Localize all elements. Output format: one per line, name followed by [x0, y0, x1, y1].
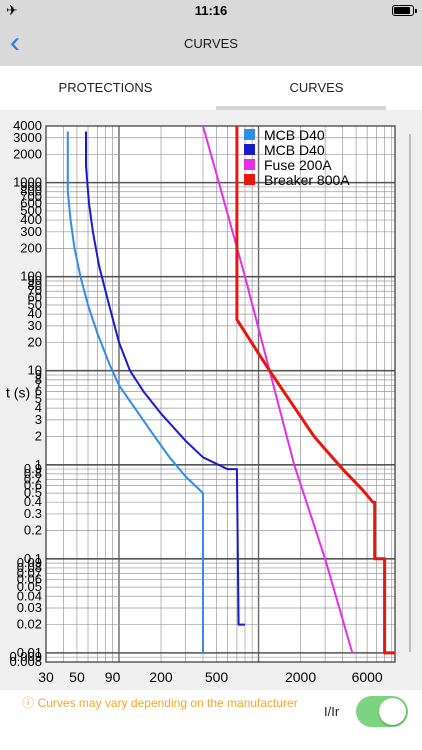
- y-tick-label: 500: [20, 203, 42, 218]
- page-title: CURVES: [184, 36, 238, 51]
- navigation-bar: ‹ CURVES: [0, 22, 422, 66]
- y-tick-label: 0.05: [17, 579, 42, 594]
- legend-swatch: [244, 174, 255, 185]
- y-tick-label: 6: [35, 384, 42, 399]
- legend-swatch: [244, 129, 255, 140]
- footer-bar: ⓘ Curves may vary depending on the manuf…: [0, 690, 422, 750]
- y-tick-label: 0.01: [17, 645, 42, 660]
- series-line: [66, 131, 204, 653]
- y-tick-label: 30: [28, 318, 42, 333]
- y-tick-label: 0.8: [24, 466, 42, 481]
- x-tick-label: 50: [69, 669, 85, 685]
- y-tick-label: 3000: [13, 130, 42, 145]
- y-tick-label: 0.03: [17, 600, 42, 615]
- y-tick-label: 0.008: [9, 654, 42, 669]
- series-line: [235, 126, 395, 655]
- tab-bar: PROTECTIONS CURVES: [0, 66, 422, 110]
- y-tick-label: 8: [35, 372, 42, 387]
- x-tick-label: 90: [105, 669, 121, 685]
- airplane-mode-icon: ✈: [6, 2, 18, 18]
- x-tick-label: 500: [205, 669, 229, 685]
- manufacturer-note: ⓘ Curves may vary depending on the manuf…: [22, 696, 298, 710]
- i-ir-toggle[interactable]: [356, 696, 408, 727]
- plot-background: [46, 126, 395, 662]
- y-tick-label: 60: [28, 290, 42, 305]
- y-tick-label: 100: [20, 269, 42, 284]
- y-tick-label: 50: [28, 297, 42, 312]
- y-tick-label: 400: [20, 212, 42, 227]
- y-tick-label: 1: [35, 457, 42, 472]
- y-tick-label: 20: [28, 334, 42, 349]
- y-tick-label: 0.02: [17, 617, 42, 632]
- status-bar: ✈ 11:16: [0, 0, 422, 22]
- toggle-label: I/Ir: [324, 704, 340, 719]
- y-tick-label: 0.7: [24, 471, 42, 486]
- legend-label: MCB D40: [264, 127, 325, 143]
- y-tick-label: 10: [28, 363, 42, 378]
- series-line: [85, 131, 245, 626]
- legend-label: Fuse 200A: [264, 157, 332, 173]
- tripping-curves-chart: 4000300020001000900800700600500400300200…: [6, 118, 411, 685]
- y-tick-label: 2: [35, 428, 42, 443]
- y-tick-label: 2000: [13, 146, 42, 161]
- legend-swatch: [244, 144, 255, 155]
- chart-container: 4000 3000 2000 1000 900 800 700 600 500 400 300 200…: [0, 110, 422, 690]
- y-tick-label: 0.3: [24, 506, 42, 521]
- status-time: 11:16: [194, 3, 228, 18]
- y-tick-label: 600: [20, 195, 42, 210]
- x-tick-label: 6000: [352, 669, 383, 685]
- legend-label: MCB D40: [264, 142, 325, 158]
- y-tick-label: 1000: [13, 175, 42, 190]
- tab-protections[interactable]: PROTECTIONS: [58, 80, 153, 95]
- battery-icon: [392, 5, 417, 16]
- x-tick-label: 200: [149, 669, 173, 685]
- y-tick-label: 5: [35, 391, 42, 406]
- tab-curves[interactable]: CURVES: [289, 80, 344, 95]
- back-chevron-icon[interactable]: ‹: [10, 26, 20, 59]
- y-tick-label: 0.6: [24, 478, 42, 493]
- y-tick-label: 700: [20, 189, 42, 204]
- y-tick-label: 0.2: [24, 523, 42, 538]
- y-tick-label: 9: [35, 367, 42, 382]
- y-tick-label: 7: [35, 377, 42, 392]
- x-tick-label: 2000: [285, 669, 316, 685]
- y-tick-label: 0.04: [17, 588, 42, 603]
- y-tick-label: 0.06: [17, 572, 42, 587]
- plot-frame: [45, 125, 396, 663]
- y-tick-label: 0.1: [24, 551, 42, 566]
- y-tick-label: 80: [28, 278, 42, 293]
- y-tick-label: 70: [28, 283, 42, 298]
- legend-label: Breaker 800A: [264, 172, 350, 188]
- y-tick-label: 0.09: [17, 555, 42, 570]
- y-tick-label: 3: [35, 412, 42, 427]
- legend-swatch: [244, 159, 255, 170]
- y-tick-label: 0.5: [24, 485, 42, 500]
- y-tick-label: 800: [20, 184, 42, 199]
- y-tick-label: 4: [35, 400, 42, 415]
- y-tick-label: 0.08: [17, 560, 42, 575]
- y-tick-label: 0.9: [24, 461, 42, 476]
- y-tick-label: 0.4: [24, 494, 42, 509]
- x-tick-label: 30: [38, 669, 54, 685]
- y-tick-label: 0.07: [17, 565, 42, 580]
- y-axis-label: t (s): [6, 384, 30, 400]
- toggle-knob: [379, 698, 406, 725]
- y-tick-label: 40: [28, 306, 42, 321]
- y-tick-label: 90: [28, 273, 42, 288]
- y-tick-label: 0.009: [9, 649, 42, 664]
- y-tick-label: 200: [20, 240, 42, 255]
- y-tick-label: 900: [20, 179, 42, 194]
- y-tick-label: 300: [20, 224, 42, 239]
- selected-tab-indicator: [216, 106, 386, 110]
- y-tick-label: 4000: [13, 118, 42, 133]
